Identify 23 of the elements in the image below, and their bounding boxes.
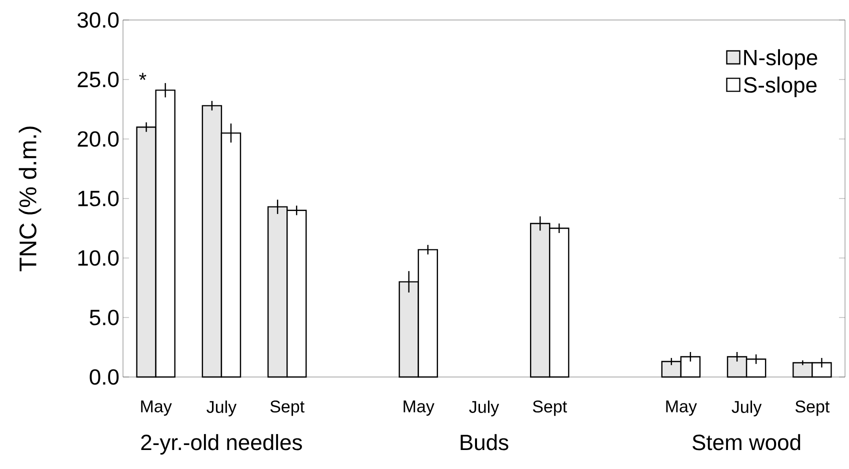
text: Buds	[460, 434, 508, 450]
y-tick-label: 20.0	[78, 131, 119, 147]
x-tick-label: Sept	[532, 400, 567, 416]
legend-label: S-slope	[744, 76, 817, 98]
y-tick-label: 25.0	[78, 72, 119, 88]
y-tick-label: 30.0	[78, 12, 119, 28]
annotation: *	[139, 72, 146, 80]
y-tick-label: 10.0	[78, 250, 119, 266]
text: 2-yr.-old needles	[141, 434, 302, 455]
x-tick-label: May	[666, 400, 697, 416]
legend-label: N-slope	[744, 49, 818, 70]
x-tick-label: Sept	[270, 400, 304, 416]
x-tick-label: July	[206, 400, 237, 416]
x-tick-label: July	[732, 400, 762, 416]
text: Stem wood	[692, 434, 800, 450]
y-tick-label: 5.0	[90, 310, 119, 326]
y-axis-title: TNC (% d.m.)	[18, 126, 42, 272]
x-tick-label: July	[469, 400, 500, 416]
x-tick-label: Sept	[795, 400, 830, 416]
x-tick-label: May	[404, 400, 434, 416]
x-tick-label: May	[141, 400, 172, 416]
y-tick-label: 0.0	[90, 369, 119, 385]
y-tick-label: 15.0	[78, 190, 119, 206]
